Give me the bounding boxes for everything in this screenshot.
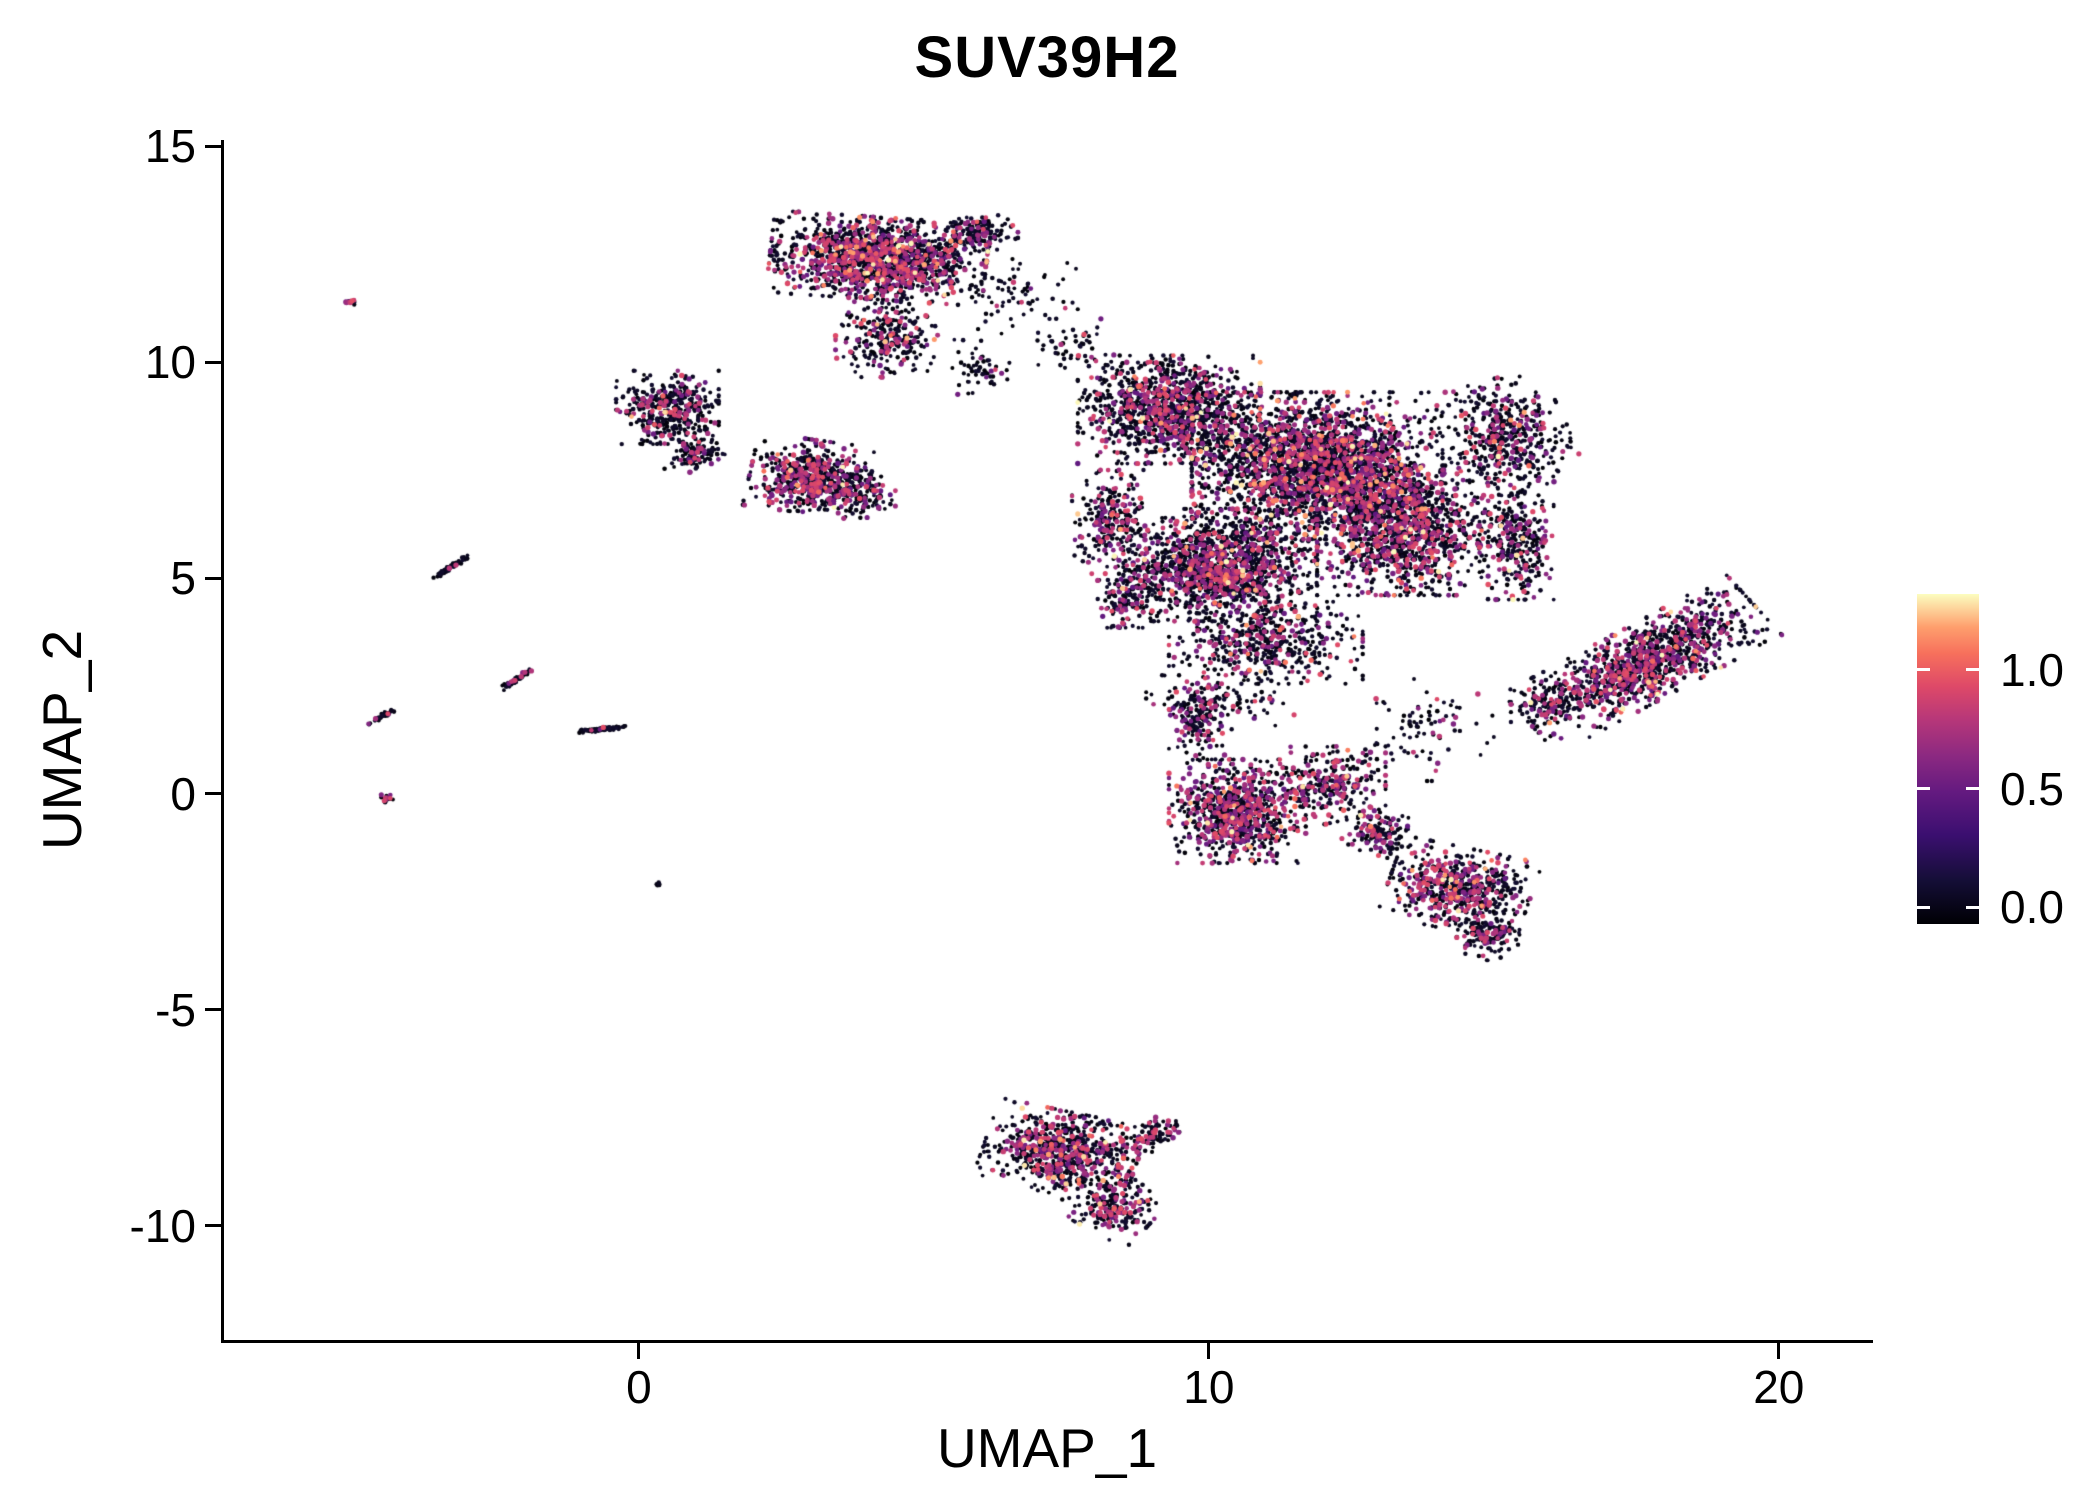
x-axis-line — [221, 1340, 1873, 1343]
x-tick-label: 10 — [1183, 1361, 1235, 1413]
x-tick-mark — [637, 1343, 641, 1359]
colorbar-tick-mark — [1966, 668, 1979, 672]
y-tick-mark — [205, 360, 221, 364]
y-tick-mark — [205, 1224, 221, 1228]
umap-scatter-canvas — [224, 140, 1870, 1340]
x-tick-mark — [1777, 1343, 1781, 1359]
x-tick-mark — [1207, 1343, 1211, 1359]
y-tick-label: 15 — [144, 120, 196, 173]
colorbar-tick-mark — [1917, 668, 1930, 672]
plot-title: SUV39H2 — [914, 25, 1180, 90]
y-tick-mark — [205, 792, 221, 796]
colorbar-tick-label: 0.5 — [2000, 762, 2064, 815]
y-tick-mark — [205, 1008, 221, 1012]
y-tick-label: 10 — [144, 336, 196, 389]
x-tick-label: 0 — [626, 1361, 652, 1413]
colorbar-tick-mark — [1966, 787, 1979, 791]
x-tick-label: 20 — [1753, 1361, 1805, 1413]
y-axis-line — [221, 140, 224, 1343]
colorbar-tick-label: 0.0 — [2000, 881, 2064, 934]
colorbar-tick-mark — [1917, 787, 1930, 791]
y-tick-label: 0 — [170, 767, 196, 820]
colorbar-tick-mark — [1917, 905, 1930, 909]
y-tick-mark — [205, 144, 221, 148]
x-axis-label: UMAP_1 — [936, 1417, 1158, 1479]
colorbar-gradient — [1917, 594, 1979, 924]
colorbar-tick-label: 1.0 — [2000, 643, 2064, 696]
colorbar-tick-mark — [1966, 905, 1979, 909]
y-tick-label: -10 — [129, 1199, 196, 1252]
y-tick-label: 5 — [170, 552, 196, 604]
y-tick-mark — [205, 576, 221, 580]
y-tick-label: -5 — [155, 983, 196, 1036]
